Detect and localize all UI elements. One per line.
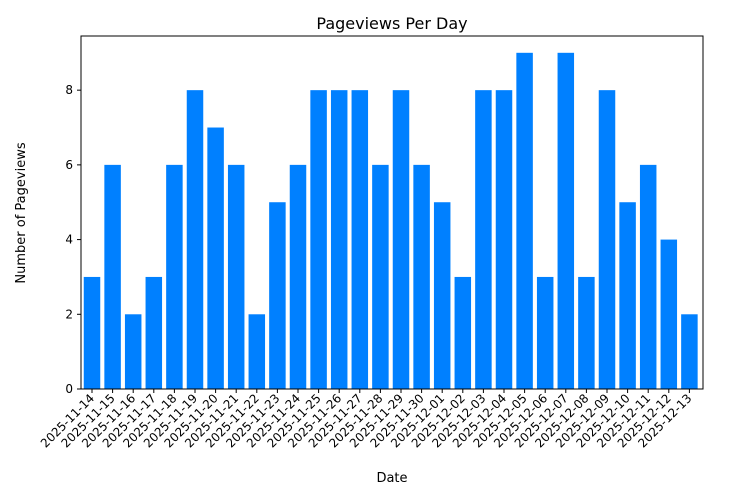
y-tick-label: 6	[65, 158, 73, 172]
bar-2025-11-17	[145, 276, 163, 389]
y-axis: 0 2 4 6 8	[65, 83, 81, 396]
x-axis-title: Date	[376, 471, 407, 486]
y-axis-title: Number of Pageviews	[14, 142, 29, 283]
bar-2025-12-08	[578, 276, 595, 389]
bar-2025-11-19	[186, 90, 204, 389]
bar-2025-12-07	[557, 52, 575, 390]
bar-2025-11-26	[330, 90, 348, 389]
bar-2025-11-28	[372, 164, 389, 389]
y-tick-label: 0	[65, 382, 73, 396]
bar-2025-11-23	[269, 202, 286, 389]
bar-2025-11-30	[413, 164, 430, 389]
bar-2025-12-11	[639, 164, 657, 389]
bar-2025-12-03	[475, 90, 492, 389]
bar-2025-11-20	[207, 127, 224, 390]
bar-2025-11-25	[310, 90, 327, 389]
y-tick-label: 2	[65, 307, 73, 321]
bar-2025-12-05	[516, 52, 533, 390]
bar-2025-12-13	[681, 314, 698, 389]
plot-frame	[80, 35, 704, 390]
bar-2025-11-14	[83, 276, 101, 389]
y-tick-label: 4	[65, 233, 73, 247]
bar-2025-11-18	[166, 164, 183, 389]
bar-2025-12-09	[598, 90, 616, 389]
bars-layer	[83, 52, 698, 390]
bar-2025-11-15	[104, 164, 121, 389]
bar-2025-12-01	[433, 202, 451, 389]
x-axis: 2025-11-142025-11-152025-11-162025-11-17…	[38, 389, 695, 450]
bar-2025-12-06	[536, 276, 554, 389]
bar-2025-12-10	[619, 202, 636, 389]
bar-2025-11-22	[248, 314, 266, 389]
y-tick-label: 8	[65, 83, 73, 97]
bar-2025-12-04	[495, 90, 513, 389]
bar-2025-12-12	[660, 239, 678, 389]
bar-2025-11-21	[227, 164, 245, 389]
bar-2025-12-02	[454, 276, 472, 389]
chart-title: Pageviews Per Day	[316, 14, 467, 33]
bar-2025-11-24	[289, 164, 307, 389]
bar-2025-11-27	[351, 90, 369, 389]
bar-2025-11-29	[392, 90, 410, 389]
bar-2025-11-16	[124, 314, 142, 389]
